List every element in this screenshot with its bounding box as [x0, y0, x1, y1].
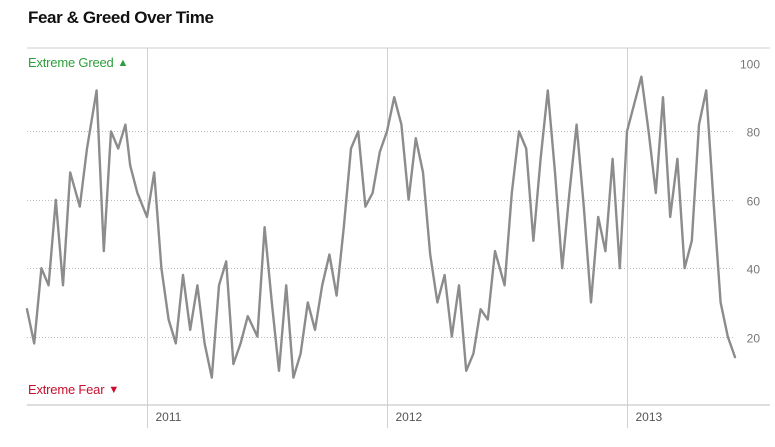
extreme-fear-label: Extreme Fear ▼ [28, 382, 119, 397]
series-line [25, 75, 737, 379]
triangle-down-icon: ▼ [108, 384, 120, 396]
y-tick-label: 40 [747, 263, 761, 277]
chart-title: Fear & Greed Over Time [28, 8, 214, 27]
extreme-fear-text: Extreme Fear [28, 382, 105, 397]
y-tick-label: 60 [747, 195, 761, 209]
extreme-greed-label: Extreme Greed ▲ [28, 55, 128, 70]
x-tick-label: 2013 [636, 410, 663, 424]
triangle-up-icon: ▲ [117, 57, 129, 69]
y-tick-label: 20 [747, 332, 761, 346]
y-tick-label: 80 [747, 126, 761, 140]
x-tick-label: 2012 [396, 410, 423, 424]
x-tick-label: 2011 [156, 410, 182, 424]
y-tick-label: 100 [740, 58, 760, 72]
extreme-greed-text: Extreme Greed [28, 55, 114, 70]
